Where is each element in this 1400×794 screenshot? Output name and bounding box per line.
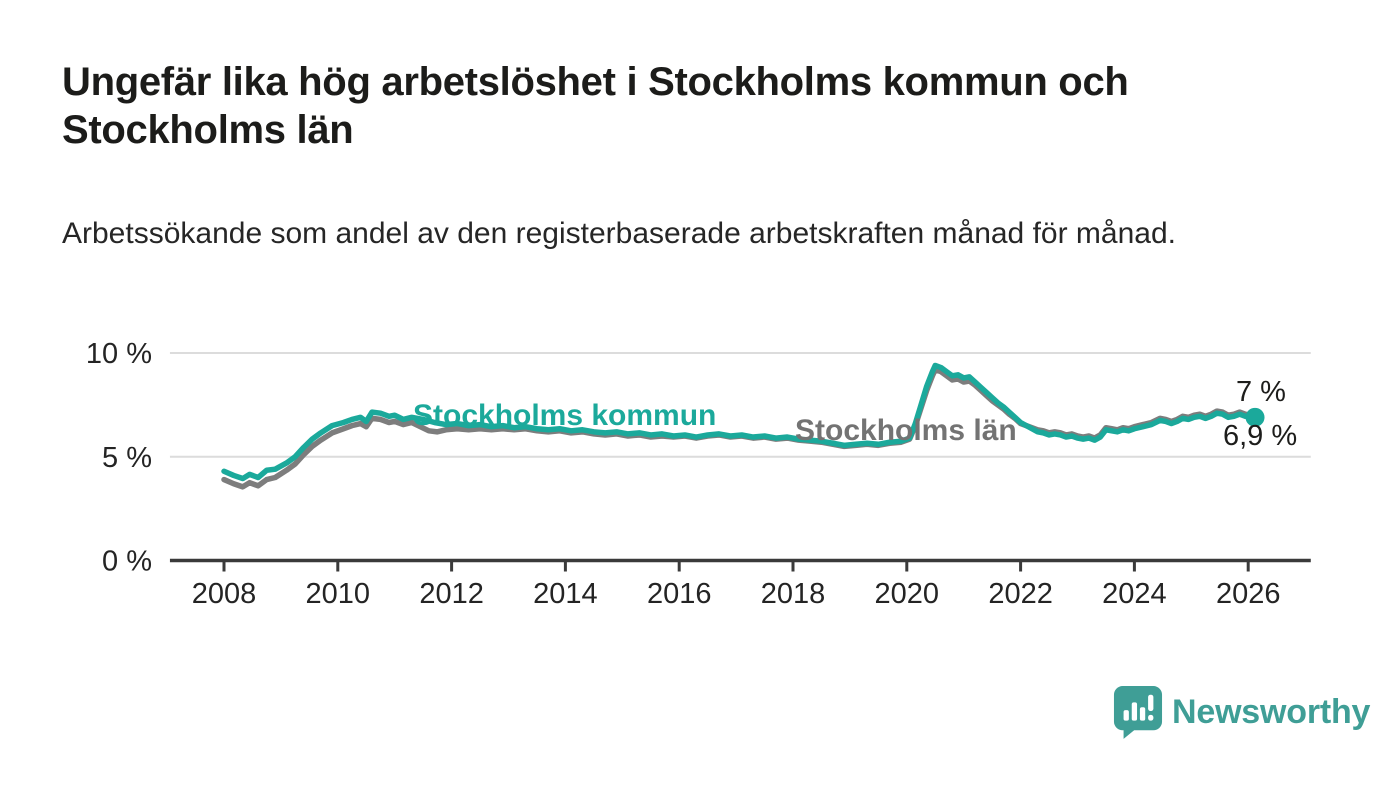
end-value-lan: 7 % — [1236, 376, 1286, 408]
x-axis-tick-label: 2008 — [192, 578, 257, 610]
y-axis-tick-label: 10 % — [86, 338, 152, 370]
series-label-lan: Stockholms län — [795, 414, 1017, 447]
page-title: Ungefär lika hög arbetslöshet i Stockhol… — [62, 60, 1129, 152]
y-axis-tick-label: 5 % — [102, 442, 152, 474]
newsworthy-logo: Newsworthy — [1113, 685, 1370, 739]
x-axis-tick-label: 2024 — [1102, 578, 1167, 610]
x-axis-tick-label: 2012 — [419, 578, 484, 610]
series-line-kommun — [221, 362, 1258, 482]
end-value-kommun: 6,9 % — [1223, 420, 1298, 452]
series-end-dot — [1245, 407, 1265, 427]
series-label-kommun: Stockholms kommun — [413, 399, 717, 432]
x-axis-tick-label: 2014 — [533, 578, 598, 610]
x-axis-tick-label: 2020 — [875, 578, 940, 610]
y-axis-tick-label: 0 % — [102, 546, 152, 578]
brand-name: Newsworthy — [1172, 692, 1371, 731]
x-axis-tick-label: 2018 — [761, 578, 826, 610]
x-axis-tick-label: 2016 — [647, 578, 712, 610]
newsworthy-bubble-chart-icon — [1113, 686, 1163, 739]
x-axis-tick-label: 2022 — [988, 578, 1053, 610]
x-axis-tick-label: 2010 — [306, 578, 371, 610]
chart-subtitle: Arbetssökande som andel av den registerb… — [62, 217, 1176, 250]
series-line-lan — [221, 366, 1258, 490]
x-axis-tick-label: 2026 — [1216, 578, 1281, 610]
